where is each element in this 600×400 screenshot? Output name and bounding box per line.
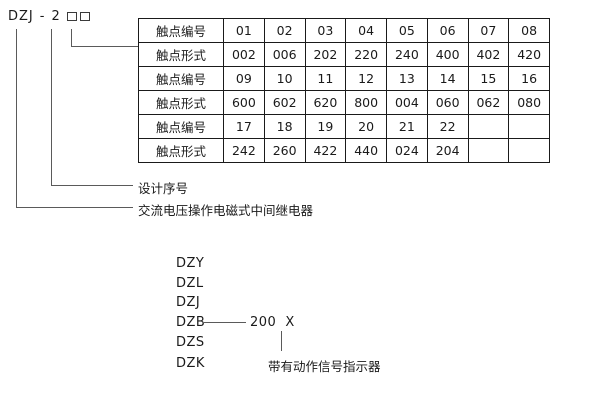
legend-item-dzk: DZK xyxy=(176,356,205,371)
model-separator: - xyxy=(39,9,46,24)
table-row: 触点形式 242 260 422 440 024 204 xyxy=(138,138,550,163)
value-cell: 10 xyxy=(263,66,306,91)
value-cell: 602 xyxy=(263,90,306,115)
value-cell: 06 xyxy=(426,18,469,43)
callout-line-design-serial-horizontal xyxy=(51,185,133,186)
table-row: 触点编号 01 02 03 04 05 06 07 08 xyxy=(138,18,550,43)
value-cell xyxy=(508,138,550,163)
dzb-suffix-x: X xyxy=(285,315,295,330)
value-cell: 21 xyxy=(386,114,428,139)
model-prefix: DZJ xyxy=(8,9,34,24)
value-cell: 11 xyxy=(304,66,347,91)
legend-item-dzb: DZB xyxy=(176,315,206,330)
value-cell: 20 xyxy=(345,114,387,139)
row-label-cell: 触点形式 xyxy=(138,42,224,67)
row-label-cell: 触点编号 xyxy=(138,66,224,91)
value-cell: 05 xyxy=(386,18,428,43)
value-cell xyxy=(508,114,550,139)
model-design-serial-digit: 2 xyxy=(51,9,61,24)
callout-line-design-serial-vertical xyxy=(51,29,52,186)
value-cell: 08 xyxy=(508,18,550,43)
value-cell: 14 xyxy=(426,66,469,91)
dzb-number: 200 xyxy=(250,315,277,330)
value-cell: 220 xyxy=(345,42,387,67)
contact-digit-placeholder-box-2 xyxy=(79,12,90,21)
value-cell: 060 xyxy=(426,90,469,115)
table-row: 触点编号 17 18 19 20 21 22 xyxy=(138,114,550,139)
dzb-example-value: 200 X xyxy=(250,315,295,330)
value-cell xyxy=(467,138,510,163)
value-cell: 440 xyxy=(345,138,387,163)
value-cell: 024 xyxy=(386,138,428,163)
table-row: 触点形式 002 006 202 220 240 400 402 420 xyxy=(138,42,550,67)
value-cell: 204 xyxy=(426,138,469,163)
value-cell: 13 xyxy=(386,66,428,91)
value-cell xyxy=(467,114,510,139)
value-cell: 12 xyxy=(345,66,387,91)
value-cell: 800 xyxy=(345,90,387,115)
value-cell: 260 xyxy=(263,138,306,163)
callout-line-relay-type-vertical xyxy=(16,29,17,208)
value-cell: 402 xyxy=(467,42,510,67)
value-cell: 01 xyxy=(223,18,265,43)
value-cell: 002 xyxy=(223,42,265,67)
value-cell: 240 xyxy=(386,42,428,67)
value-cell: 422 xyxy=(304,138,347,163)
value-cell: 620 xyxy=(304,90,347,115)
row-label-cell: 触点形式 xyxy=(138,138,224,163)
callout-design-serial: 设计序号 xyxy=(138,181,189,196)
contact-digit-placeholder-box-1 xyxy=(66,12,77,21)
model-code: DZJ - 2 xyxy=(8,9,93,24)
value-cell: 600 xyxy=(223,90,265,115)
value-cell: 04 xyxy=(345,18,387,43)
value-cell: 400 xyxy=(426,42,469,67)
callout-line-contact-table-horizontal xyxy=(71,46,138,47)
table-row: 触点编号 09 10 11 12 13 14 15 16 xyxy=(138,66,550,91)
dzb-connector-line xyxy=(204,322,246,323)
legend-item-dzj: DZJ xyxy=(176,295,201,310)
table-row: 触点形式 600 602 620 800 004 060 062 080 xyxy=(138,90,550,115)
legend-item-dzy: DZY xyxy=(176,256,205,271)
row-label-cell: 触点编号 xyxy=(138,18,224,43)
value-cell: 02 xyxy=(263,18,306,43)
callout-line-relay-type-horizontal xyxy=(16,207,133,208)
indicator-note: 带有动作信号指示器 xyxy=(268,359,381,374)
value-cell: 062 xyxy=(467,90,510,115)
value-cell: 080 xyxy=(508,90,550,115)
callout-relay-type: 交流电压操作电磁式中间继电器 xyxy=(138,203,314,218)
value-cell: 09 xyxy=(223,66,265,91)
row-label-cell: 触点编号 xyxy=(138,114,224,139)
row-label-cell: 触点形式 xyxy=(138,90,224,115)
value-cell: 16 xyxy=(508,66,550,91)
value-cell: 004 xyxy=(386,90,428,115)
value-cell: 07 xyxy=(467,18,510,43)
value-cell: 18 xyxy=(263,114,306,139)
legend-item-dzl: DZL xyxy=(176,276,204,291)
value-cell: 19 xyxy=(304,114,347,139)
contact-code-table: 触点编号 01 02 03 04 05 06 07 08 触点形式 002 00… xyxy=(138,18,550,163)
value-cell: 17 xyxy=(223,114,265,139)
indicator-pointer-line xyxy=(281,331,282,351)
value-cell: 15 xyxy=(467,66,510,91)
legend-item-dzs: DZS xyxy=(176,335,205,350)
value-cell: 242 xyxy=(223,138,265,163)
value-cell: 202 xyxy=(304,42,347,67)
value-cell: 420 xyxy=(508,42,550,67)
value-cell: 03 xyxy=(304,18,347,43)
value-cell: 006 xyxy=(263,42,306,67)
callout-line-contact-table-vertical xyxy=(71,29,72,47)
value-cell: 22 xyxy=(426,114,469,139)
